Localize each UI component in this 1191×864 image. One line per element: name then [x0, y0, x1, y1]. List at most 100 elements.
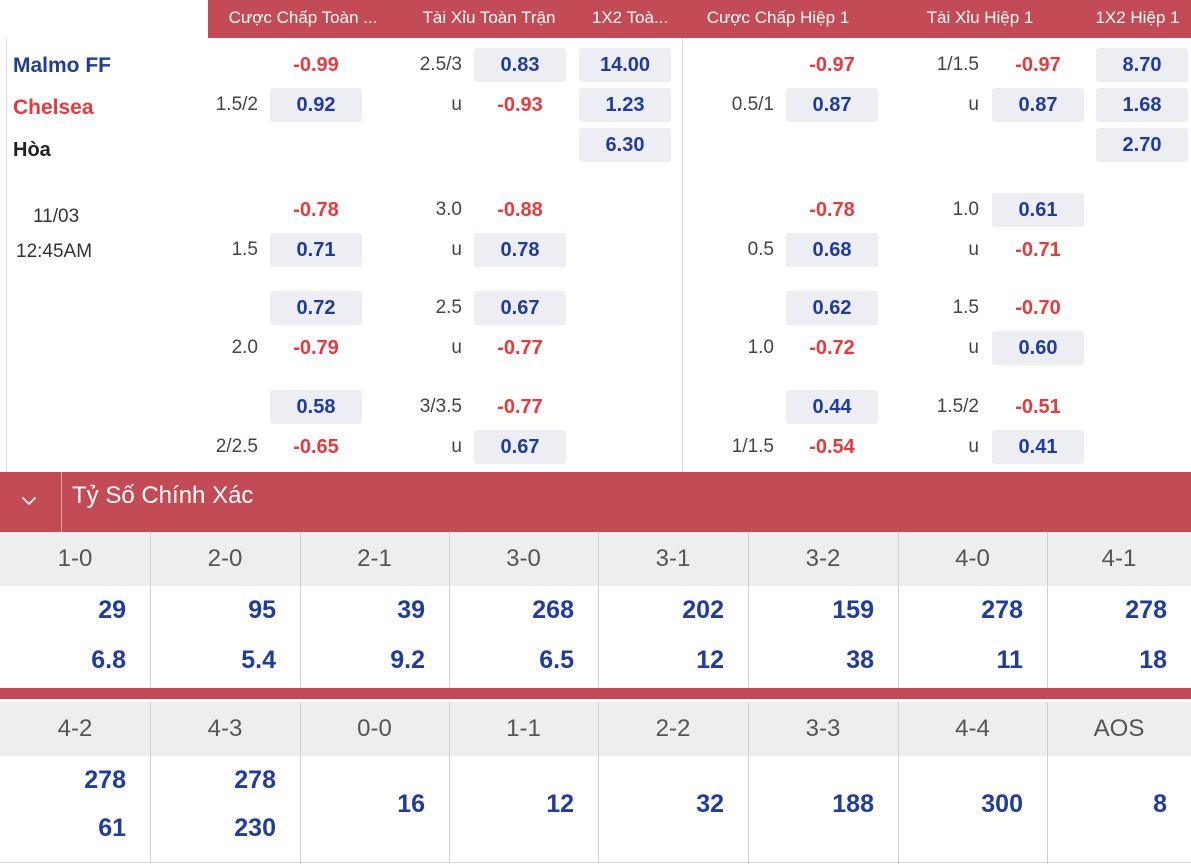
score-label: 3-0 [506, 545, 541, 572]
score-label: 4-4 [955, 715, 990, 742]
odds-1x2-ft-home[interactable]: 14.00 [579, 48, 671, 82]
odds-hdp-h1[interactable]: 0.87 [786, 88, 878, 122]
odds-ou-h1[interactable]: -0.51 [1015, 396, 1061, 418]
match-time: 12:45AM [16, 241, 93, 262]
odds-ou-ft[interactable]: -0.93 [497, 94, 543, 116]
line-ou-ft: 2.5/3 [419, 54, 462, 75]
score-label: 1-0 [57, 545, 93, 572]
score-odds[interactable]: 32 [696, 790, 724, 818]
col-1x2-h1[interactable]: 1X2 Hiệp 1 [1095, 8, 1180, 27]
col-over-under-h1[interactable]: Tài Xỉu Hiệp 1 [926, 8, 1034, 27]
odds-hdp-h1[interactable]: -0.54 [809, 436, 855, 458]
line-ou-ft: 3.0 [435, 199, 462, 220]
odds-hdp-h1[interactable]: 0.62 [786, 291, 878, 325]
odds-ou-h1[interactable]: -0.71 [1015, 239, 1061, 261]
odds-1x2-h1-away[interactable]: 1.68 [1096, 88, 1188, 122]
column-separator [898, 532, 899, 688]
away-team: Chelsea [13, 96, 94, 119]
odds-ou-h1[interactable]: 0.60 [992, 331, 1084, 365]
column-separator [598, 702, 599, 864]
under-marker: u [968, 436, 979, 457]
chevron-down-icon[interactable] [18, 490, 40, 512]
odds-hdp-h1[interactable]: -0.72 [809, 337, 855, 359]
odds-hdp-ft[interactable]: 0.58 [270, 390, 362, 424]
odds-1x2-ft-away[interactable]: 1.23 [579, 88, 671, 122]
score-odds[interactable]: 6.5 [539, 646, 574, 674]
odds-1x2-h1-draw[interactable]: 2.70 [1096, 128, 1188, 162]
score-label: 1-1 [506, 715, 541, 742]
odds-hdp-ft[interactable]: 0.72 [270, 291, 362, 325]
score-odds[interactable]: 159 [832, 596, 874, 624]
score-odds[interactable]: 202 [682, 596, 724, 624]
odds-ou-h1[interactable]: -0.97 [1015, 54, 1061, 76]
odds-hdp-ft[interactable]: -0.99 [293, 54, 339, 76]
score-odds[interactable]: 16 [397, 790, 425, 818]
odds-hdp-h1[interactable]: -0.97 [809, 54, 855, 76]
odds-hdp-h1[interactable]: 0.44 [786, 390, 878, 424]
odds-ou-h1[interactable]: 0.61 [992, 193, 1084, 227]
odds-ou-ft[interactable]: 0.67 [474, 430, 566, 464]
score-odds[interactable]: 188 [832, 790, 874, 818]
score-odds[interactable]: 12 [546, 790, 574, 818]
odds-ou-ft[interactable]: 0.83 [474, 48, 566, 82]
correct-score-bar[interactable]: Tỷ Số Chính Xác [0, 472, 1191, 532]
odds-hdp-h1[interactable]: 0.68 [786, 233, 878, 267]
odds-1x2-h1-home[interactable]: 8.70 [1096, 48, 1188, 82]
col-handicap-ft[interactable]: Cược Chấp Toàn ... [228, 8, 378, 27]
odds-ou-ft[interactable]: 0.78 [474, 233, 566, 267]
column-separator [150, 702, 151, 864]
odds-ou-ft[interactable]: -0.77 [497, 396, 543, 418]
score-odds[interactable]: 9.2 [390, 646, 425, 674]
score-odds[interactable]: 230 [234, 814, 276, 842]
odds-hdp-ft[interactable]: -0.78 [293, 199, 339, 221]
score-odds[interactable]: 12 [696, 646, 724, 674]
odds-ou-h1[interactable]: 0.41 [992, 430, 1084, 464]
col-handicap-h1[interactable]: Cược Chấp Hiệp 1 [706, 8, 850, 27]
line-ou-h1: 1/1.5 [936, 54, 979, 75]
divider [61, 472, 62, 532]
odds-hdp-ft[interactable]: 0.92 [270, 88, 362, 122]
score-odds[interactable]: 278 [234, 766, 276, 794]
score-odds[interactable]: 278 [1125, 596, 1167, 624]
line-ou-h1: 1.5 [952, 297, 979, 318]
score-label: 4-0 [955, 545, 990, 572]
column-separator [1047, 532, 1048, 688]
odds-1x2-ft-draw[interactable]: 6.30 [579, 128, 671, 162]
score-odds[interactable]: 278 [981, 596, 1023, 624]
score-odds[interactable]: 61 [98, 814, 126, 842]
odds-ou-ft[interactable]: -0.88 [497, 199, 543, 221]
odds-ou-h1[interactable]: 0.87 [992, 88, 1084, 122]
odds-hdp-h1[interactable]: -0.78 [809, 199, 855, 221]
score-odds[interactable]: 5.4 [241, 646, 276, 674]
odds-ou-ft[interactable]: -0.77 [497, 337, 543, 359]
score-odds[interactable]: 11 [996, 646, 1023, 674]
score-odds[interactable]: 8 [1153, 790, 1167, 818]
line-hdp-h1: 0.5/1 [731, 94, 774, 115]
column-separator [300, 532, 301, 688]
score-odds[interactable]: 268 [532, 596, 574, 624]
col-1x2-ft[interactable]: 1X2 Toà... [591, 8, 669, 27]
odds-hdp-ft[interactable]: -0.65 [293, 436, 339, 458]
column-separator [449, 702, 450, 864]
line-hdp-ft: 1.5/2 [215, 94, 258, 115]
column-separator [1047, 702, 1048, 864]
column-separator [300, 702, 301, 864]
score-odds[interactable]: 29 [98, 596, 126, 624]
line-ou-h1: 1.5/2 [936, 396, 979, 417]
odds-hdp-ft[interactable]: 0.71 [270, 233, 362, 267]
score-odds[interactable]: 39 [397, 596, 425, 624]
score-odds[interactable]: 278 [84, 766, 126, 794]
score-label: 0-0 [357, 715, 392, 742]
score-label: AOS [1093, 715, 1145, 742]
score-odds[interactable]: 18 [1139, 646, 1167, 674]
score-odds[interactable]: 6.8 [91, 646, 126, 674]
col-over-under-ft[interactable]: Tài Xỉu Toàn Trận [422, 8, 556, 27]
under-marker: u [451, 337, 462, 358]
score-header-row [0, 702, 1191, 756]
score-odds[interactable]: 38 [846, 646, 874, 674]
score-odds[interactable]: 300 [981, 790, 1023, 818]
score-odds[interactable]: 95 [248, 596, 276, 624]
odds-hdp-ft[interactable]: -0.79 [293, 337, 339, 359]
odds-ou-h1[interactable]: -0.70 [1015, 297, 1061, 319]
odds-ou-ft[interactable]: 0.67 [474, 291, 566, 325]
